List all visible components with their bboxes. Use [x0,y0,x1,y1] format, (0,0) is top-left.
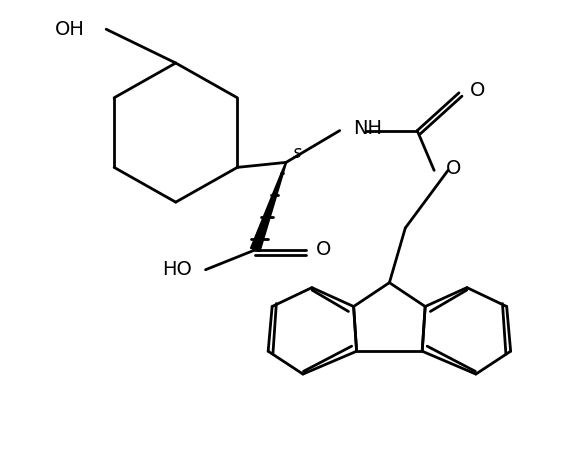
Text: s: s [293,144,302,162]
Polygon shape [251,162,286,252]
Text: OH: OH [55,20,85,39]
Text: O: O [470,81,485,100]
Text: HO: HO [162,260,191,279]
Text: O: O [316,240,331,259]
Text: O: O [446,159,461,178]
Text: NH: NH [353,119,382,138]
